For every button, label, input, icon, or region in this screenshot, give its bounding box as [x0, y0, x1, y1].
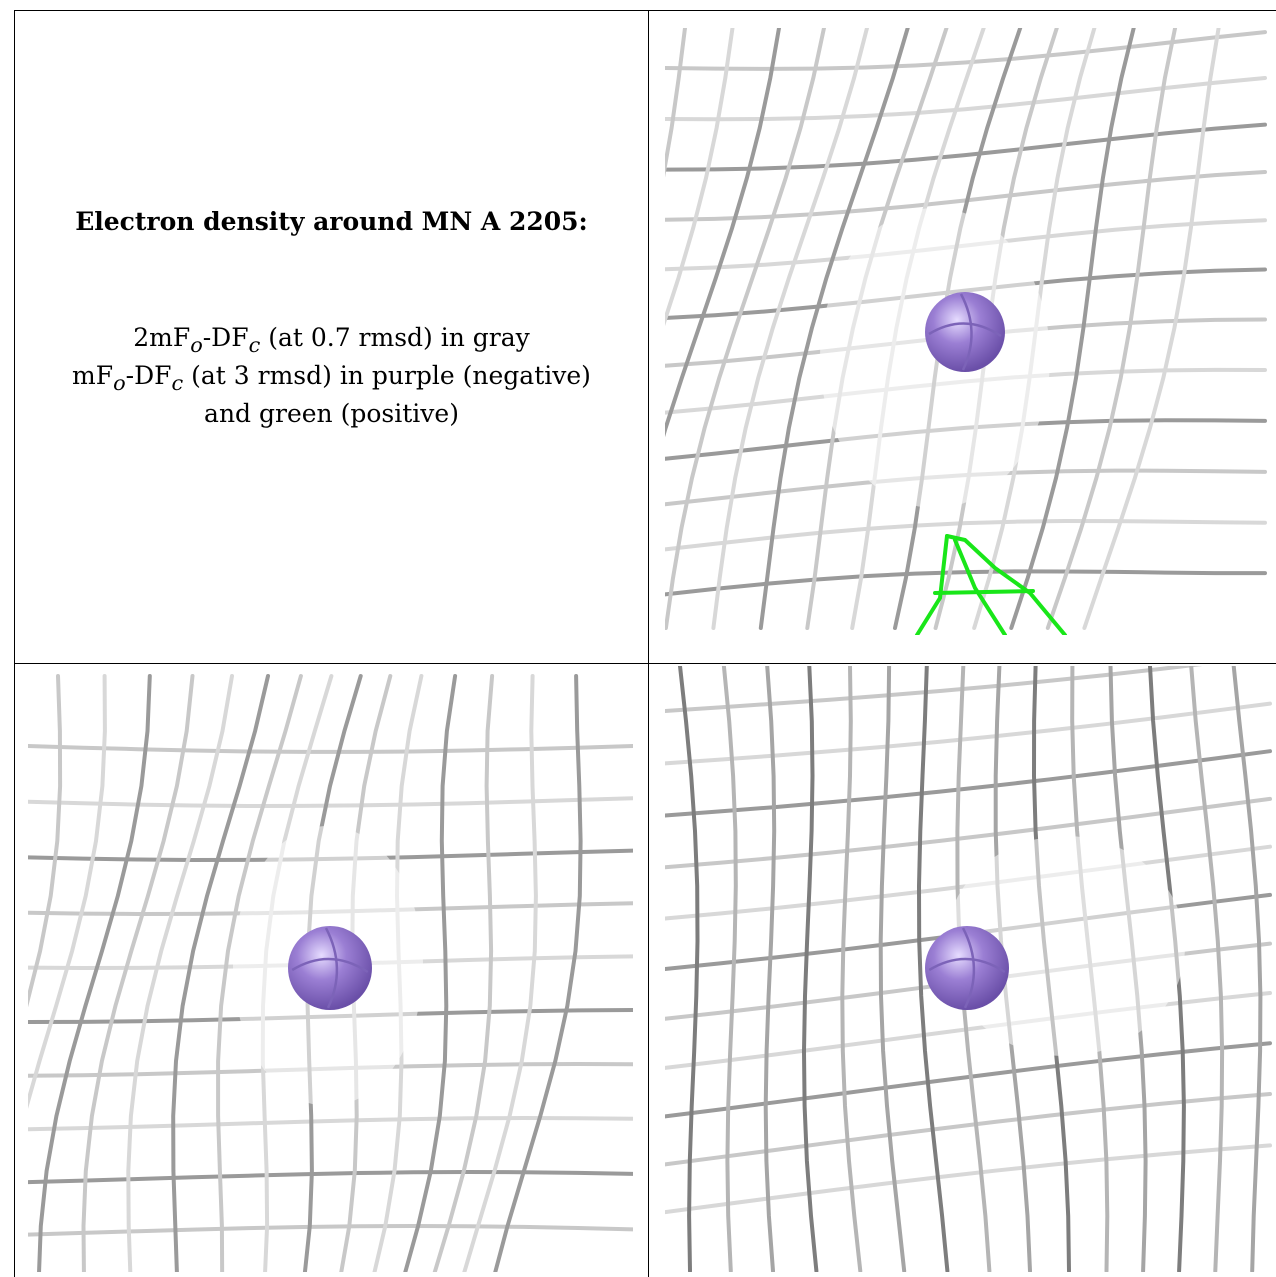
mesh-lines	[665, 28, 1267, 630]
mesh-line	[758, 28, 910, 630]
mesh-line	[28, 1115, 633, 1132]
density-view-bottom-right	[665, 666, 1272, 1272]
mn-atom-sphere	[925, 926, 1009, 1010]
table-border-middle-vertical	[648, 10, 649, 1277]
mesh-line	[878, 666, 907, 1272]
mesh-line	[171, 674, 270, 1272]
caption-panel: Electron density around MN A 2205: 2mFo-…	[15, 11, 648, 663]
mesh-line	[28, 796, 633, 809]
mesh-line	[665, 518, 1267, 552]
mesh-line	[665, 28, 687, 178]
mesh-lines	[28, 674, 633, 1272]
mesh-line	[126, 674, 234, 1272]
mesh-line	[665, 28, 781, 438]
mesh-line	[711, 28, 869, 630]
mesh-line	[28, 674, 63, 1008]
mesh-line	[763, 666, 777, 1272]
density-mesh-view-3	[665, 666, 1272, 1272]
caption-line-green: and green (positive)	[204, 399, 459, 428]
mesh-line	[665, 170, 1267, 222]
mn-atom-sphere	[288, 926, 372, 1010]
mesh-line	[493, 674, 583, 1272]
caption-title: Electron density around MN A 2205:	[75, 207, 588, 236]
mesh-line	[678, 666, 700, 1272]
mesh-line	[432, 674, 495, 1272]
mesh-line	[665, 28, 826, 630]
density-mesh-view-1	[665, 28, 1267, 635]
mesh-line	[216, 674, 303, 1272]
table-border-left	[14, 10, 15, 1277]
mesh-line	[28, 1169, 633, 1185]
mesh-line	[1045, 28, 1178, 630]
mesh-line	[1082, 28, 1221, 630]
mesh-line	[801, 666, 819, 1272]
mesh-line	[916, 666, 950, 1272]
density-view-bottom-left	[28, 666, 633, 1272]
mesh-line	[1189, 666, 1225, 1272]
mesh-line	[665, 701, 1272, 766]
mesh-line	[81, 674, 195, 1272]
mesh-line	[665, 30, 1267, 71]
mesh-line	[665, 796, 1272, 870]
mesh-line	[28, 674, 107, 1109]
mesh-line	[1009, 28, 1136, 630]
mesh-line	[28, 744, 633, 754]
density-void	[945, 836, 1185, 1056]
mesh-line	[665, 749, 1272, 818]
mesh-line	[665, 666, 1203, 713]
table-border-middle-horizontal	[14, 663, 1276, 664]
mesh-line	[37, 674, 152, 1272]
mesh-line	[1231, 666, 1263, 1272]
table-border-top	[14, 10, 1276, 11]
density-mesh-view-2	[28, 674, 633, 1272]
mesh-line	[665, 122, 1267, 172]
mesh-line	[721, 666, 738, 1272]
caption-line-2mfo: 2mFo-DFc (at 0.7 rmsd) in gray	[133, 323, 530, 357]
mesh-line	[462, 674, 538, 1272]
mesh-line	[28, 1223, 633, 1237]
mesh-line	[665, 28, 735, 327]
positive-difference-density	[915, 534, 1067, 635]
mesh-line	[665, 1143, 1272, 1215]
caption-line-mfo: mFo-DFc (at 3 rmsd) in purple (negative)	[72, 361, 591, 395]
mn-atom-sphere	[925, 292, 1005, 372]
mesh-line	[403, 674, 458, 1272]
density-view-top-right	[665, 28, 1272, 635]
mesh-line	[840, 666, 863, 1272]
